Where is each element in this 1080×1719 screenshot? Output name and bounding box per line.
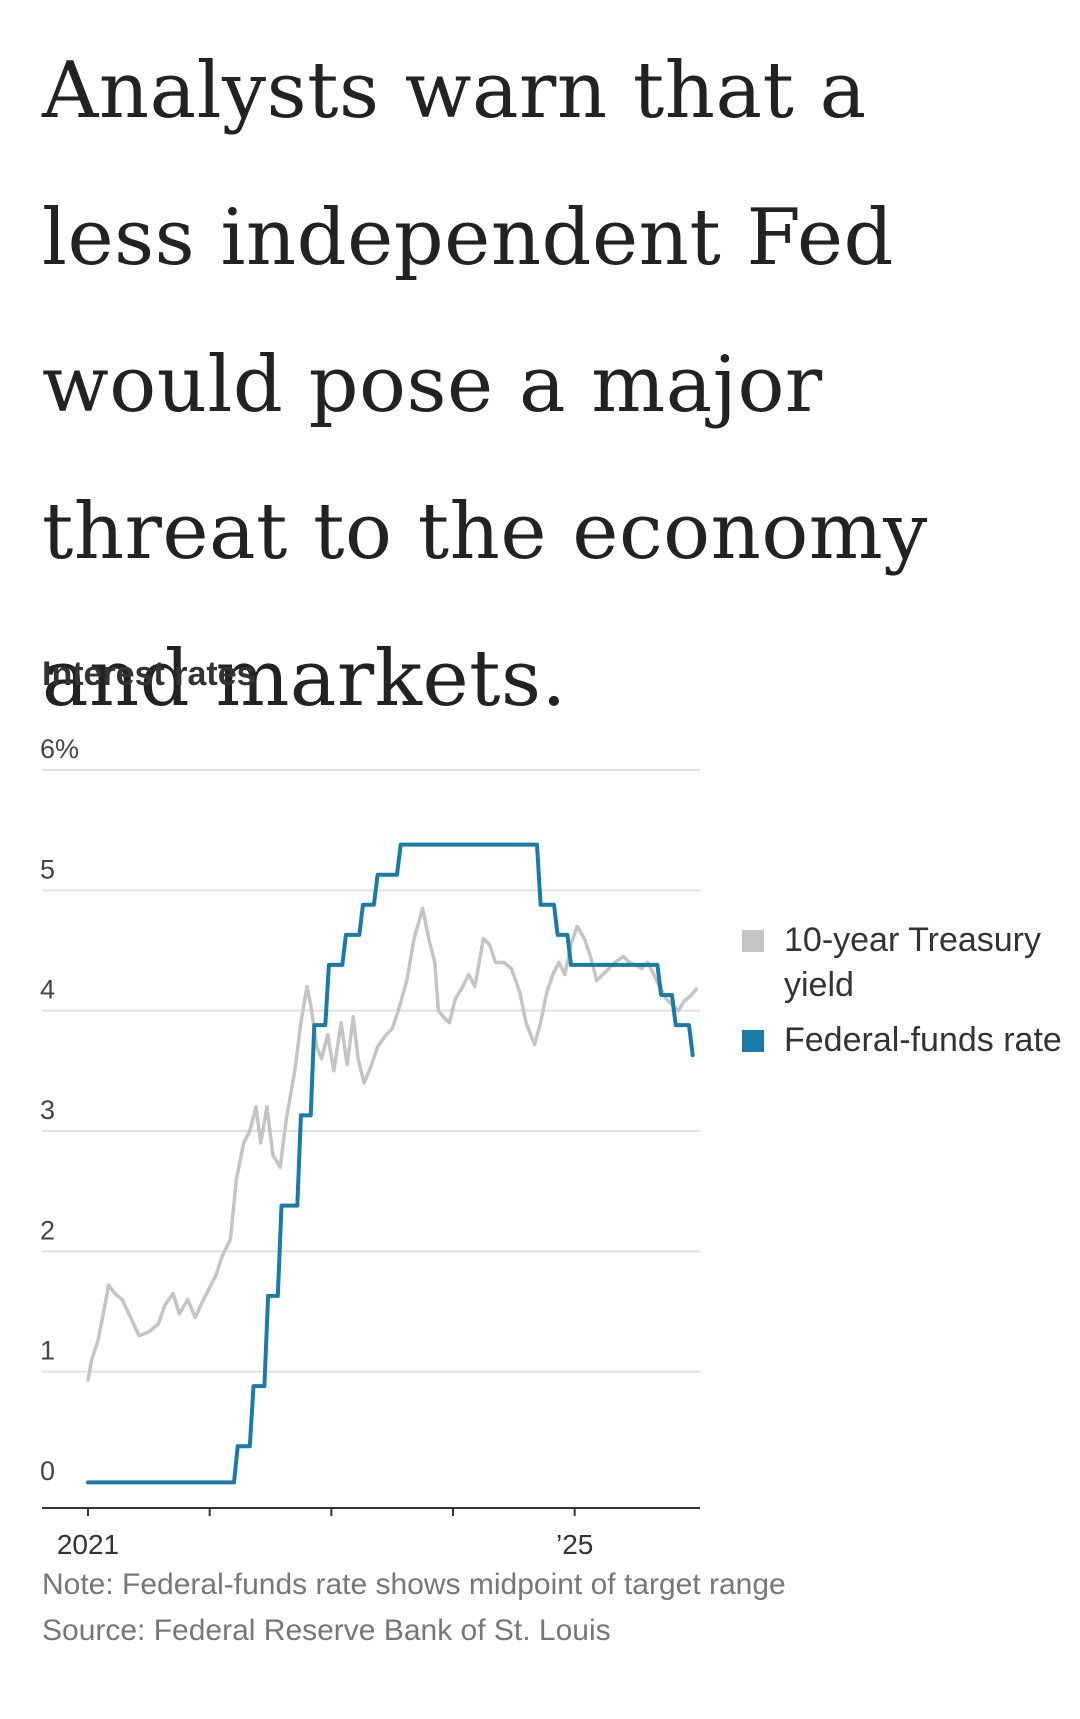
series-line-treasury <box>86 906 699 1382</box>
legend-item-treasury: 10-year Treasury yield <box>742 918 1072 1008</box>
legend-label-treasury: 10-year Treasury yield <box>784 921 1041 1004</box>
y-tick-label-3: 3 <box>40 1095 55 1125</box>
x-tick-label-2025: ’25 <box>556 1529 593 1560</box>
series-line-fedfunds <box>86 842 695 1485</box>
line-chart: 0 1 2 3 4 5 6% 2021 ’25 <box>40 734 700 1560</box>
y-tick-label-4: 4 <box>40 975 55 1005</box>
y-tick-label-2: 2 <box>40 1215 55 1245</box>
chart-source: Source: Federal Reserve Bank of St. Loui… <box>42 1614 611 1647</box>
y-tick-label-0: 0 <box>40 1456 55 1486</box>
legend-swatch-fedfunds <box>742 1030 764 1052</box>
y-tick-label-5: 5 <box>40 854 55 884</box>
chart-title: Interest rates <box>42 655 256 693</box>
y-tick-label-6: 6% <box>40 734 79 764</box>
chart-note: Note: Federal-funds rate shows midpoint … <box>42 1568 786 1601</box>
y-tick-label-1: 1 <box>40 1336 55 1366</box>
legend-label-fedfunds: Federal-funds rate <box>784 1021 1062 1059</box>
headline: Analysts warn that a less independent Fe… <box>42 46 928 724</box>
chart-legend: 10-year Treasury yield Federal-funds rat… <box>742 918 1072 1073</box>
x-tick-label-2021: 2021 <box>57 1529 119 1560</box>
legend-swatch-treasury <box>742 930 764 952</box>
legend-item-fedfunds: Federal-funds rate <box>742 1018 1072 1063</box>
